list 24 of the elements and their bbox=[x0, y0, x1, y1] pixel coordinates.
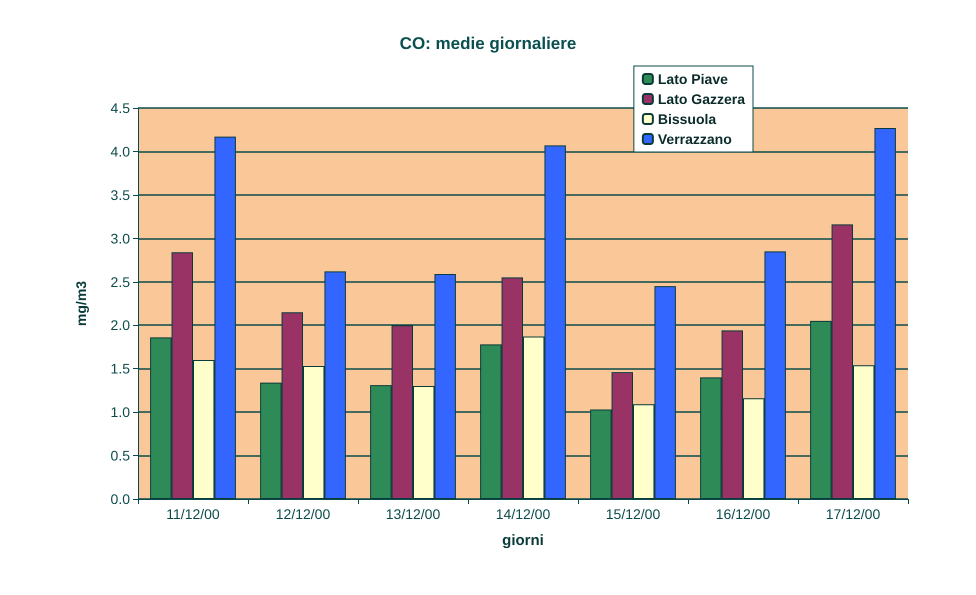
y-tick-label: 4.5 bbox=[110, 100, 130, 116]
legend-label: Verrazzano bbox=[658, 131, 732, 147]
x-tick-label: 12/12/00 bbox=[276, 506, 330, 522]
y-tick-label: 0.0 bbox=[110, 491, 130, 507]
x-tick-label: 15/12/00 bbox=[606, 506, 660, 522]
y-tick-label: 1.0 bbox=[110, 404, 130, 420]
y-tick-label: 2.5 bbox=[110, 274, 130, 290]
y-tick-label: 4.0 bbox=[110, 143, 130, 160]
x-tick-label: 14/12/00 bbox=[496, 506, 550, 522]
legend-label: Lato Piave bbox=[658, 71, 728, 87]
y-tick-label: 3.0 bbox=[110, 230, 130, 246]
y-tick-label: 1.5 bbox=[110, 360, 130, 377]
legend-label: Lato Gazzera bbox=[658, 91, 746, 107]
chart-title: CO: medie giornaliere bbox=[400, 34, 576, 53]
x-tick-label: 17/12/00 bbox=[826, 506, 880, 522]
y-axis-title: mg/m3 bbox=[73, 280, 89, 326]
x-tick-label: 13/12/00 bbox=[386, 506, 440, 522]
x-tick-label: 11/12/00 bbox=[166, 506, 220, 522]
x-tick-label: 16/12/00 bbox=[716, 506, 770, 522]
y-tick-label: 0.5 bbox=[110, 448, 130, 464]
y-tick-label: 2.0 bbox=[110, 317, 130, 334]
legend-label: Bissuola bbox=[658, 111, 716, 127]
y-tick-label: 3.5 bbox=[110, 186, 130, 203]
x-axis-title: giorni bbox=[502, 532, 544, 549]
